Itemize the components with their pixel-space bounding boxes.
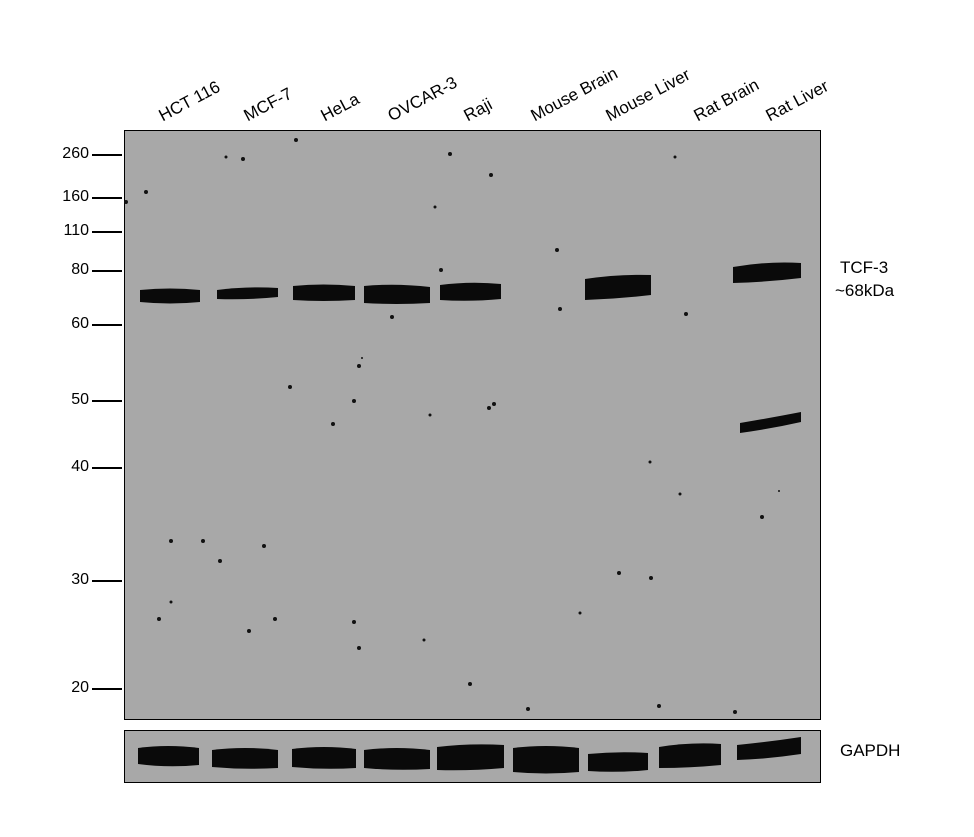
band-mcf7 [217, 287, 278, 300]
marker-tick [92, 324, 122, 326]
tcf3-bands [140, 262, 801, 433]
marker-label: 30 [71, 571, 89, 588]
loading-control-label: GAPDH [840, 741, 901, 760]
gapdh-band-4 [364, 748, 430, 770]
target-name-label: TCF-3 [840, 258, 889, 277]
band-hct116 [140, 288, 200, 304]
marker-tick [92, 467, 122, 469]
marker-label: 110 [63, 222, 89, 239]
gapdh-band-6 [513, 746, 579, 774]
band-ovcar3 [364, 284, 430, 304]
marker-tick [92, 197, 122, 199]
marker-tick [92, 688, 122, 690]
marker-tick [92, 580, 122, 582]
marker-tick [92, 400, 122, 402]
marker-tick [92, 154, 122, 156]
gapdh-band-7 [588, 752, 648, 772]
marker-label: 50 [71, 391, 89, 408]
band-hela [293, 284, 355, 301]
band-mouse-liver [585, 274, 651, 300]
band-rat-liver-lower [740, 412, 801, 433]
gapdh-band-1 [138, 746, 199, 767]
marker-label: 260 [62, 145, 89, 162]
gapdh-bands [138, 737, 801, 774]
marker-label: 40 [71, 458, 89, 475]
gapdh-band-3 [292, 747, 356, 769]
marker-label: 20 [71, 679, 89, 696]
gapdh-band-2 [212, 748, 278, 769]
marker-label: 60 [71, 315, 89, 332]
band-rat-liver-upper [733, 262, 801, 283]
marker-label: 80 [71, 261, 89, 278]
tcf3-blot-panel [124, 130, 821, 720]
band-raji [440, 282, 501, 301]
gapdh-band-9 [737, 737, 801, 760]
marker-tick [92, 231, 122, 233]
gapdh-band-5 [437, 744, 504, 771]
blot-specks [124, 138, 780, 714]
target-size-label: ~68kDa [835, 281, 895, 300]
marker-label: 160 [62, 188, 89, 205]
gapdh-band-8 [659, 743, 721, 768]
marker-tick [92, 270, 122, 272]
